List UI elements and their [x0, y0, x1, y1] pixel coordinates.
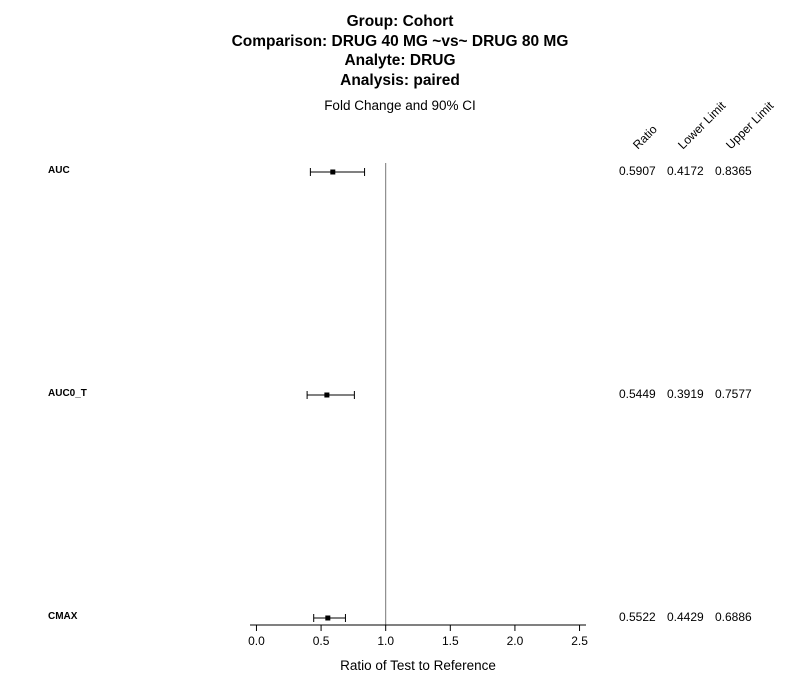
title-analysis: Analysis: paired [340, 71, 460, 89]
value-ratio-auc0-t: 0.5449 [619, 387, 656, 401]
row-label-cmax: CMAX [48, 611, 78, 622]
x-tick-label: 0.0 [248, 634, 265, 648]
value-lower-auc: 0.4172 [667, 164, 704, 178]
title-comparison: Comparison: DRUG 40 MG ~vs~ DRUG 80 MG [231, 32, 569, 50]
row-label-auc: AUC [48, 165, 70, 176]
point-estimate [324, 392, 330, 398]
value-upper-auc: 0.8365 [715, 164, 752, 178]
value-lower-cmax: 0.4429 [667, 610, 704, 624]
value-upper-auc0-t: 0.7577 [715, 387, 752, 401]
value-ratio-cmax: 0.5522 [619, 610, 656, 624]
point-estimate [330, 169, 336, 175]
chart-titles: Group: Cohort Comparison: DRUG 40 MG ~vs… [0, 12, 800, 113]
x-tick-label: 0.5 [313, 634, 330, 648]
x-tick-label: 1.0 [377, 634, 394, 648]
title-analyte: Analyte: DRUG [344, 52, 456, 69]
x-axis-label: Ratio of Test to Reference [340, 658, 496, 673]
x-tick-label: 2.5 [571, 634, 588, 648]
chart-subtitle: Fold Change and 90% CI [324, 98, 476, 113]
value-upper-cmax: 0.6886 [715, 610, 752, 624]
value-lower-auc0-t: 0.3919 [667, 387, 704, 401]
x-tick-label: 1.5 [442, 634, 459, 648]
value-ratio-auc: 0.5907 [619, 164, 656, 178]
row-label-auc0-t: AUC0_T [48, 388, 87, 399]
title-group: Group: Cohort [346, 13, 454, 30]
x-tick-label: 2.0 [507, 634, 524, 648]
point-estimate [325, 615, 331, 621]
